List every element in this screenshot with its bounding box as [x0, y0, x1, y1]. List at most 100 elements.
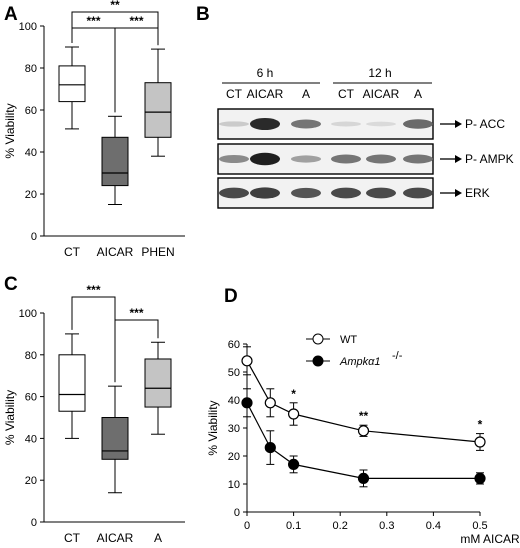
x-tick-label: 0.3 [379, 520, 394, 532]
significance-bracket [114, 27, 159, 113]
x-tick-label: 0.4 [426, 520, 441, 532]
x-tick-label: 0.2 [333, 520, 348, 532]
x-axis-label: mM AICAR [460, 532, 520, 546]
y-tick-label: 60 [25, 105, 37, 117]
blot-band [403, 119, 433, 129]
category-label: AICAR [97, 531, 134, 545]
blot-band [403, 187, 433, 199]
blot-arrow-head [455, 189, 462, 197]
blot-band [219, 187, 249, 199]
panel-letter-b: B [196, 4, 210, 25]
significance-label: *** [86, 14, 100, 28]
y-tick-label: 80 [25, 350, 37, 362]
blot-band [366, 154, 396, 164]
category-label: CT [64, 245, 81, 259]
y-tick-label: 60 [25, 392, 37, 404]
category-label: AICAR [97, 245, 134, 259]
x-tick-label: 0.5 [472, 520, 487, 532]
y-tick-label: 80 [25, 63, 37, 75]
blot-band [250, 117, 280, 131]
blot-band [331, 121, 361, 127]
y-tick-label: 30 [228, 423, 240, 435]
y-tick-label: 50 [228, 367, 240, 379]
data-point [241, 355, 253, 367]
y-axis-label: % Viability [3, 390, 17, 445]
time-label-12h: 12 h [368, 66, 391, 80]
data-point [241, 397, 253, 409]
blot-band [219, 121, 249, 127]
x-tick-label: 0 [244, 520, 250, 532]
y-tick-label: 40 [25, 433, 37, 445]
lane-label: A [302, 87, 310, 101]
y-tick-label: 20 [25, 475, 37, 487]
blot-band [331, 187, 361, 199]
data-point [264, 442, 276, 454]
y-tick-label: 40 [25, 147, 37, 159]
significance-label: * [478, 418, 483, 432]
blot-label: P- AMPK [465, 152, 514, 166]
panel-letter-a: A [4, 4, 18, 25]
blot-label: ERK [465, 186, 490, 200]
x-tick-label: 0.1 [286, 520, 301, 532]
significance-label: * [291, 387, 296, 401]
box-a [144, 358, 172, 408]
panel-d-line-chart: 0 10 20 30 40 50 60 0 0.1 0.2 0.3 0.4 0.5mM AICAR % V… [206, 333, 520, 546]
panel-b-western-blot: 6 h 12 h CT AICAR A CT AICAR A P- ACC P- AMPK ERK [217, 66, 514, 209]
y-tick-label: 10 [228, 479, 240, 491]
blot-band [291, 155, 321, 163]
y-tick-label: 60 [228, 339, 240, 351]
y-tick-label: 20 [25, 189, 37, 201]
y-axis-label: % Viability [206, 400, 220, 455]
legend-marker-wt [312, 333, 324, 345]
lane-label: A [414, 87, 422, 101]
y-tick-label: 0 [31, 231, 37, 243]
data-point [357, 425, 370, 437]
blot-band [291, 119, 321, 129]
lane-label: AICAR [363, 87, 400, 101]
blot-label: P- ACC [465, 117, 505, 131]
data-point [474, 472, 486, 484]
time-label-6h: 6 h [257, 66, 274, 80]
y-axis-label: % Viability [3, 103, 17, 158]
box-ct [58, 65, 86, 103]
y-tick-label: 40 [228, 395, 240, 407]
significance-label: *** [129, 14, 143, 28]
data-point [264, 397, 276, 409]
significance-label: *** [129, 306, 143, 320]
y-tick-label: 100 [19, 21, 37, 33]
panel-letter-c: C [4, 274, 18, 295]
category-label: PHEN [141, 245, 174, 259]
category-label: CT [64, 531, 81, 545]
blot-arrow-head [455, 155, 462, 163]
panel-letter-d: D [224, 286, 238, 307]
legend-marker-ampk [312, 355, 324, 367]
data-point [288, 408, 300, 420]
significance-label: ** [359, 409, 369, 423]
box-phen [144, 82, 172, 138]
blot-band [250, 152, 280, 166]
blot-band [250, 187, 280, 199]
y-tick-label: 100 [19, 308, 37, 320]
y-tick-label: 0 [31, 517, 37, 529]
blot-arrow-head [455, 120, 462, 128]
blot-band [366, 121, 396, 127]
significance-label: ** [110, 0, 120, 12]
y-tick-label: 20 [228, 451, 240, 463]
lane-label: CT [338, 87, 355, 101]
legend-label-superscript: -/- [392, 350, 403, 362]
blot-band [366, 187, 396, 199]
blot-band [331, 154, 361, 164]
box-aicar [101, 417, 129, 460]
data-point [288, 458, 300, 470]
blot-band [403, 154, 433, 164]
box-ct [58, 354, 86, 412]
significance-bracket [114, 319, 159, 383]
blot-band [219, 154, 249, 164]
blot-band [291, 187, 321, 199]
lane-label: CT [226, 87, 243, 101]
significance-label: *** [86, 283, 100, 297]
legend-label-wt: WT [340, 334, 357, 346]
panel-c-boxplot: 0 20 40 60 80 100 % Viability CT AICAR A *** *** [3, 283, 185, 545]
